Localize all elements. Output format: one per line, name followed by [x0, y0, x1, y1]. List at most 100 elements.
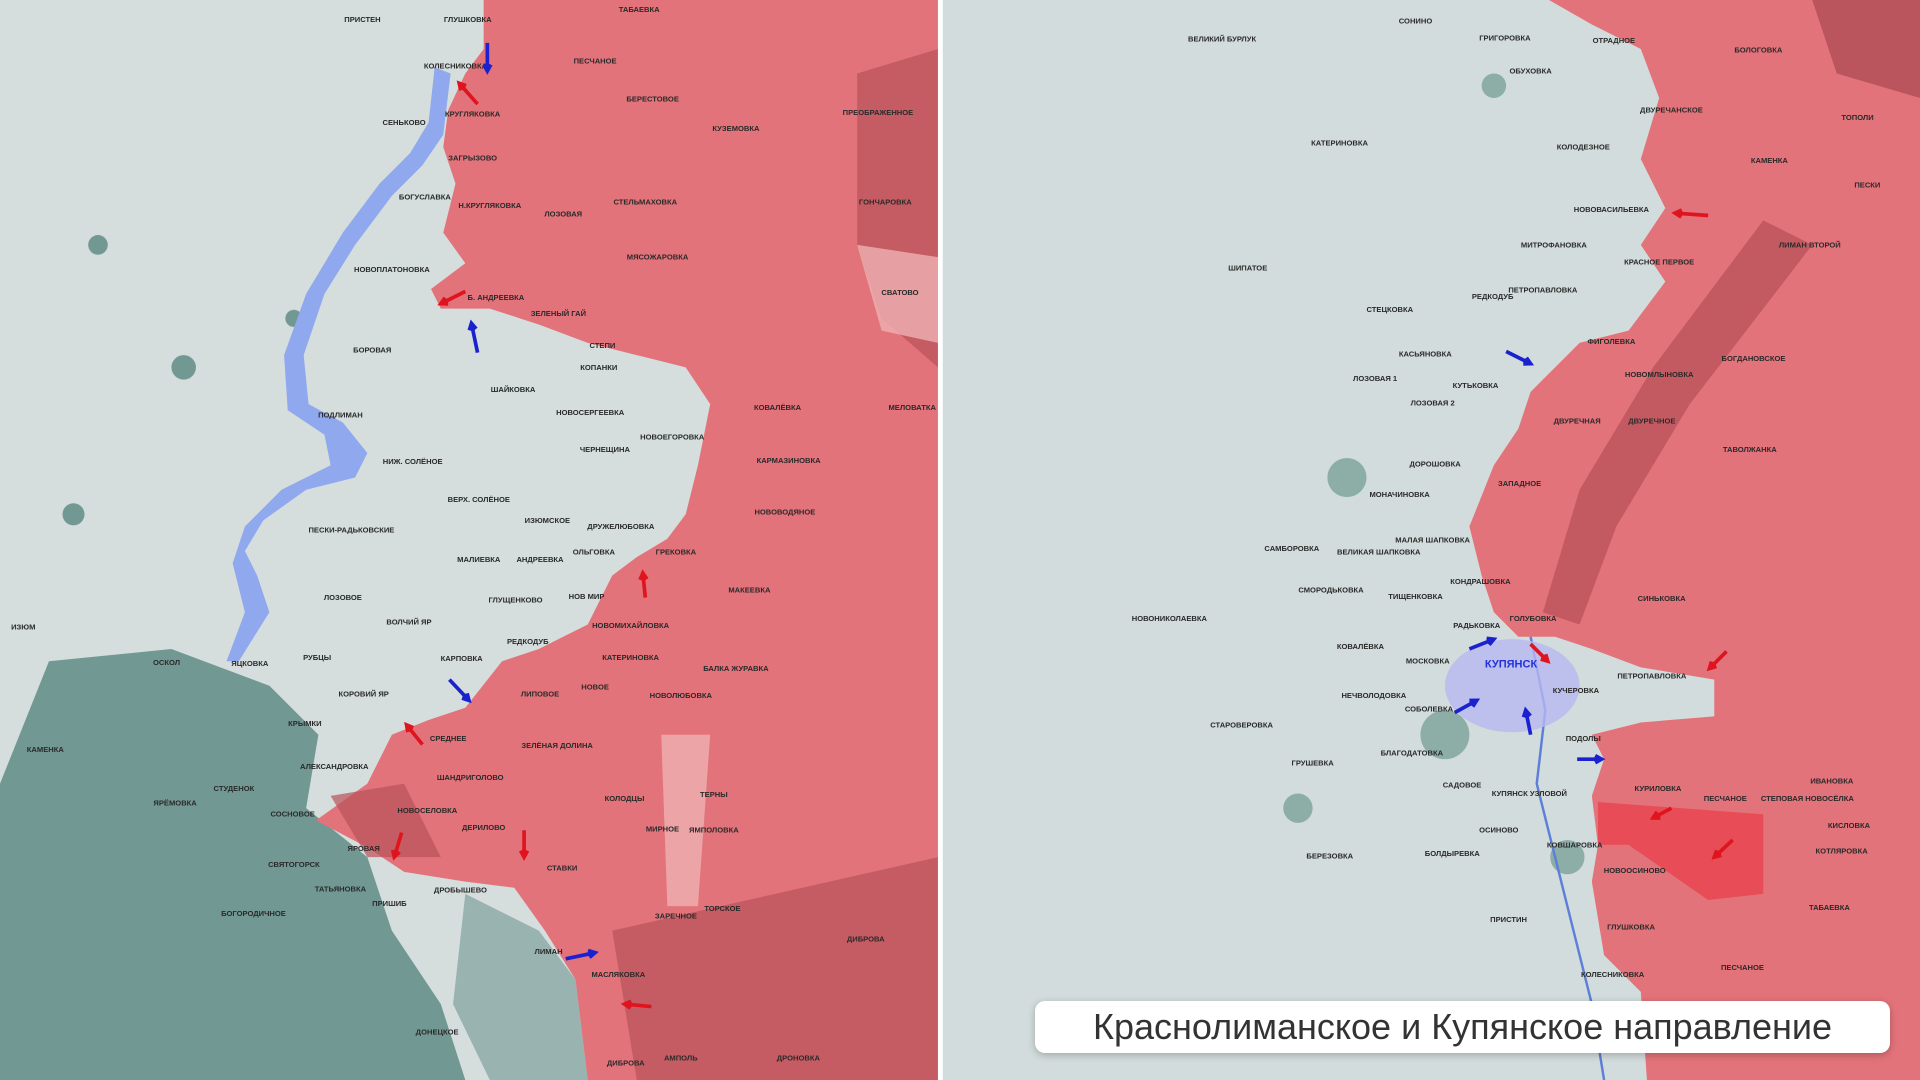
place-label: СВАТОВО [881, 288, 918, 297]
place-label: МАСЛЯКОВКА [591, 970, 645, 979]
place-label: ФИГОЛЕВКА [1588, 337, 1636, 346]
place-label: ПРИСТИН [1490, 915, 1527, 924]
place-label: НОВОВАСИЛЬЕВКА [1574, 205, 1650, 214]
place-label: ДИБРОВА [847, 935, 885, 944]
map-caption: Краснолиманское и Купянское направление [1035, 1001, 1890, 1053]
place-label: КУЧЕРОВКА [1553, 686, 1600, 695]
place-label: ТЕРНЫ [700, 790, 728, 799]
place-label: ПРИСТЕН [344, 15, 380, 24]
place-label: ТАБАЕВКА [1809, 903, 1850, 912]
place-label: СТУДЕНОК [214, 784, 255, 793]
place-label: ТИЩЕНКОВКА [1388, 592, 1443, 601]
place-label: ПРИШИБ [372, 899, 407, 908]
place-label: СТЕЦКОВКА [1366, 305, 1413, 314]
place-label: ЧЕРНЕЩИНА [580, 445, 631, 454]
place-label: ЗАПАДНОЕ [1498, 479, 1541, 488]
place-label: БЕРЕСТОВОЕ [626, 95, 678, 104]
place-label: НОВОСЕЛОВКА [397, 806, 457, 815]
place-label: БОГУСЛАВКА [399, 193, 452, 202]
place-label: КАРПОВКА [441, 654, 484, 663]
place-label: САМБОРОВКА [1264, 544, 1319, 553]
ukrainian-advance-arrow-icon [1521, 706, 1533, 736]
place-label: СМОРОДЬКОВКА [1298, 586, 1364, 595]
ukrainian-advance-arrow-icon [482, 42, 493, 75]
place-label: ОСКОЛ [153, 658, 180, 667]
place-label: ЛОЗОВОЕ [324, 593, 362, 602]
place-label: ГЛУШКОВКА [444, 15, 492, 24]
russian-advance-arrow-icon [437, 289, 467, 306]
russian-advance-arrow-icon [1671, 208, 1709, 219]
place-label: НОВОВОДЯНОЕ [754, 507, 815, 516]
place-label: ЗАГРЫЗОВО [448, 153, 497, 162]
occupied-zone-dark [1812, 0, 1920, 98]
russian-advance-arrow-icon [638, 569, 649, 598]
place-label: КУРИЛОВКА [1635, 784, 1682, 793]
place-label: ПЕСКИ [1854, 180, 1880, 189]
place-label: ГОНЧАРОВКА [859, 197, 912, 206]
place-label: ДРОНОВКА [777, 1053, 821, 1062]
place-label: ГРУШЕВКА [1292, 758, 1335, 767]
place-label: МЯСОЖАРОВКА [627, 253, 689, 262]
right-panel [942, 0, 1920, 1080]
ukrainian-advance-arrow-icon [565, 948, 599, 961]
place-label: ГЛУШКОВКА [1607, 922, 1655, 931]
place-label: ЗАРЕЧНОЕ [655, 911, 697, 920]
place-label: БОЛДЫРЕВКА [1425, 849, 1480, 858]
place-label: МЕЛОВАТКА [888, 403, 936, 412]
place-label: МАЛИЕВКА [457, 555, 501, 564]
place-label: ЯЦКОВКА [231, 659, 269, 668]
place-label: РАДЬКОВКА [1453, 621, 1501, 630]
place-label: КУЗЕМОВКА [712, 124, 760, 133]
occupied-zone [1469, 0, 1920, 1080]
place-label: БОЛОГОВКА [1734, 46, 1783, 55]
place-label: НОВОЛЮБОВКА [650, 691, 713, 700]
russian-advance-arrow-icon [1711, 838, 1734, 860]
place-label: ОБУХОВКА [1510, 66, 1553, 75]
place-label: ДРОБЫШЕВО [434, 886, 487, 895]
place-label: МОСКОВКА [1406, 657, 1450, 666]
place-label: НОВОСЕРГЕЕВКА [556, 408, 625, 417]
place-label: ИВАНОВКА [1810, 777, 1853, 786]
place-label: БЛАГОДАТОВКА [1381, 749, 1444, 758]
place-label: ШАНДРИГОЛОВО [437, 773, 504, 782]
place-label: ЛОЗОВАЯ 1 [1353, 374, 1397, 383]
place-label: АНДРЕЕВКА [516, 555, 564, 564]
place-label: НОВООСИНОВО [1604, 866, 1666, 875]
place-label: ЗЕЛЁНАЯ ДОЛИНА [521, 741, 593, 750]
place-label: БОРОВАЯ [353, 346, 391, 355]
place-label: КОНДРАШОВКА [1450, 577, 1511, 586]
russian-advance-arrow-icon [456, 80, 479, 106]
place-label: МИРНОЕ [646, 824, 679, 833]
left-panel [0, 0, 938, 1080]
occupied-zone-dark [1542, 220, 1813, 625]
place-label: ДВУРЕЧНОЕ [1628, 417, 1675, 426]
oskil-river-reservoir [226, 67, 451, 662]
place-label: БЕРЕЗОВКА [1306, 851, 1353, 860]
place-label: ОЛЬГОВКА [573, 548, 616, 557]
place-label: Н.КРУГЛЯКОВКА [458, 201, 521, 210]
place-label: ЛИМАН ВТОРОЙ [1779, 240, 1841, 249]
place-label: КАТЕРИНОВКА [602, 653, 659, 662]
place-label: КАМЕНКА [1751, 156, 1789, 165]
place-label: ПРЕОБРАЖЕННОЕ [843, 108, 914, 117]
place-label: ПЕСЧАНОЕ [1704, 794, 1747, 803]
place-label: ПЕТРОПАВЛОВКА [1508, 286, 1577, 295]
place-label: ГРИГОРОВКА [1479, 33, 1531, 42]
place-label: КОВАЛЁВКА [754, 403, 802, 412]
place-label: ДВУРЕЧАНСКОЕ [1640, 106, 1703, 115]
place-label: СТАРОВЕРОВКА [1210, 720, 1273, 729]
place-label: ПОДОЛЫ [1566, 734, 1601, 743]
place-label: МИТРОФАНОВКА [1521, 240, 1587, 249]
place-label: НОВОЕГОРОВКА [640, 433, 705, 442]
place-label: ДИБРОВА [607, 1058, 645, 1067]
place-label: ЛОЗОВАЯ [544, 210, 582, 219]
place-label: НОВОМИХАЙЛОВКА [592, 621, 670, 630]
place-label: КОЛОДЕЗНОЕ [1557, 142, 1610, 151]
place-label: НЕЧВОЛОДОВКА [1341, 691, 1406, 700]
place-label: ДОРОШОВКА [1409, 460, 1461, 469]
place-label: СЕНЬКОВО [383, 118, 426, 127]
place-label: ТАТЬЯНОВКА [315, 884, 367, 893]
forest-areas [1283, 73, 1585, 875]
russian-advance-arrow-icon [404, 721, 424, 746]
russian-advance-arrow-icon [390, 832, 404, 861]
